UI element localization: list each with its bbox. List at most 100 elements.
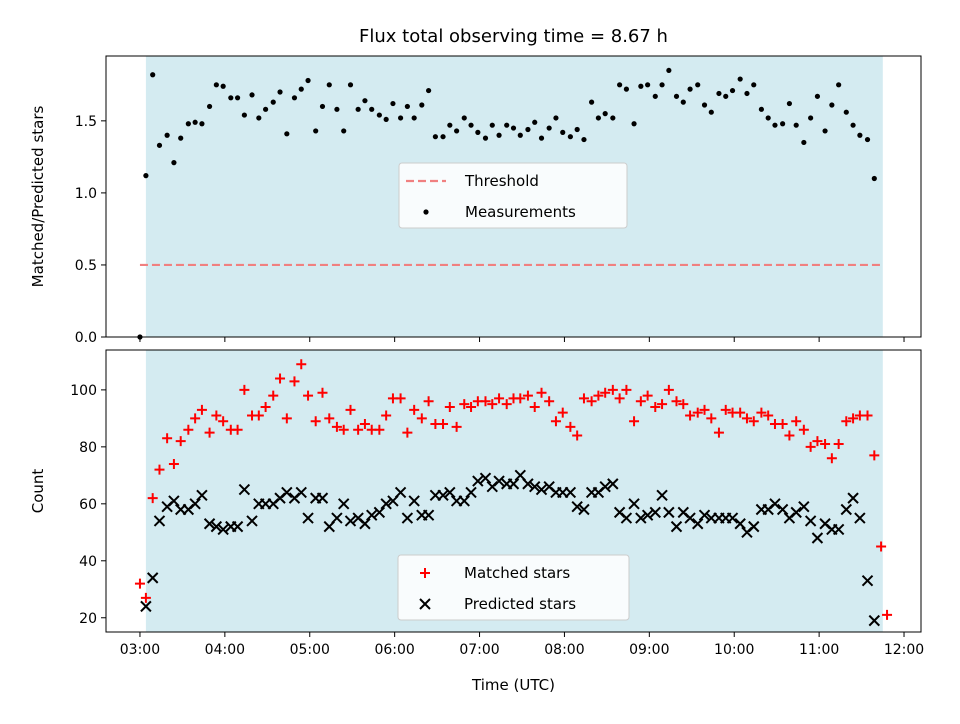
- x-tick-label: 07:00: [459, 642, 499, 658]
- data-point: [150, 72, 156, 78]
- data-point: [507, 478, 520, 490]
- legend: Matched stars Predicted stars: [397, 554, 630, 621]
- data-point: [359, 518, 371, 530]
- data-point: [780, 121, 786, 127]
- data-point: [581, 136, 587, 143]
- data-point: [857, 132, 863, 138]
- data-point: [268, 390, 279, 401]
- legend-box: [397, 554, 630, 621]
- data-point: [281, 413, 292, 424]
- y-tick-label: 60: [79, 497, 97, 513]
- data-point: [607, 384, 618, 395]
- data-point: [331, 421, 342, 432]
- data-point: [228, 95, 234, 101]
- data-point: [409, 404, 420, 415]
- data-point: [649, 506, 661, 519]
- data-point: [621, 384, 632, 395]
- data-point: [192, 119, 198, 125]
- data-point: [822, 128, 828, 134]
- data-point: [713, 427, 724, 438]
- legend-box: [398, 162, 628, 229]
- x-tick-label: 11:00: [799, 642, 839, 658]
- data-point: [522, 390, 533, 401]
- data-point: [334, 106, 340, 112]
- x-tick-label: 04:00: [205, 642, 245, 658]
- y-axis-label: Count: [29, 469, 47, 514]
- data-point: [146, 572, 159, 584]
- data-point: [472, 475, 484, 487]
- data-point: [397, 115, 404, 121]
- data-point: [496, 132, 502, 138]
- data-point: [426, 87, 432, 94]
- data-point: [574, 126, 580, 133]
- data-point: [734, 518, 746, 530]
- data-point: [814, 93, 821, 99]
- data-point: [645, 82, 651, 88]
- data-point: [501, 399, 512, 410]
- data-point: [454, 128, 460, 134]
- data-point: [659, 82, 665, 88]
- data-point: [805, 441, 816, 452]
- data-point: [374, 424, 385, 435]
- data-point: [404, 103, 410, 110]
- legend: Threshold Measurements: [398, 162, 628, 229]
- data-point: [744, 90, 750, 97]
- data-point: [735, 407, 746, 418]
- data-point: [737, 76, 743, 82]
- data-point: [156, 142, 163, 148]
- axes-frame: [105, 55, 922, 338]
- data-point: [848, 413, 859, 424]
- data-point: [522, 478, 534, 490]
- data-point: [586, 396, 597, 407]
- data-point: [564, 486, 577, 499]
- data-point: [861, 575, 874, 587]
- data-point: [638, 83, 644, 89]
- data-point: [220, 83, 226, 89]
- data-point: [383, 116, 389, 123]
- data-point: [776, 503, 789, 516]
- data-point: [437, 489, 449, 501]
- data-point: [199, 121, 205, 127]
- data-point: [316, 492, 329, 504]
- data-point: [147, 493, 158, 504]
- data-point: [798, 500, 810, 513]
- data-point: [517, 132, 523, 138]
- data-point: [475, 129, 481, 135]
- data-point: [560, 129, 566, 135]
- data-point: [234, 95, 241, 101]
- data-point: [232, 424, 243, 435]
- data-point: [395, 393, 406, 404]
- data-point: [213, 82, 219, 88]
- data-point: [790, 506, 802, 519]
- data-point: [758, 106, 764, 112]
- data-point: [305, 77, 311, 84]
- data-point: [847, 492, 859, 504]
- data-point: [381, 410, 392, 421]
- data-point: [536, 387, 547, 398]
- data-point: [438, 419, 449, 430]
- data-point: [390, 100, 396, 107]
- data-point: [162, 433, 173, 444]
- series-1: [137, 67, 877, 340]
- data-point: [692, 407, 703, 418]
- data-point: [310, 416, 321, 427]
- data-point: [373, 506, 386, 519]
- data-point: [820, 439, 831, 449]
- data-point: [319, 103, 326, 110]
- data-point: [217, 523, 229, 536]
- data-point: [706, 413, 717, 424]
- data-point: [143, 173, 149, 179]
- data-point: [772, 122, 778, 128]
- data-point: [256, 115, 262, 121]
- data-point: [140, 592, 151, 603]
- y-tick-label: 1.5: [75, 114, 97, 130]
- data-point: [189, 498, 201, 510]
- chart-title: Flux total observing time = 8.67 h: [359, 26, 668, 47]
- data-point: [324, 413, 335, 424]
- y-tick-label: 1.0: [75, 186, 97, 202]
- x-tick-label: 08:00: [544, 642, 584, 658]
- data-point: [716, 90, 722, 97]
- data-point: [411, 115, 417, 121]
- data-point: [593, 390, 604, 401]
- data-point: [440, 134, 446, 140]
